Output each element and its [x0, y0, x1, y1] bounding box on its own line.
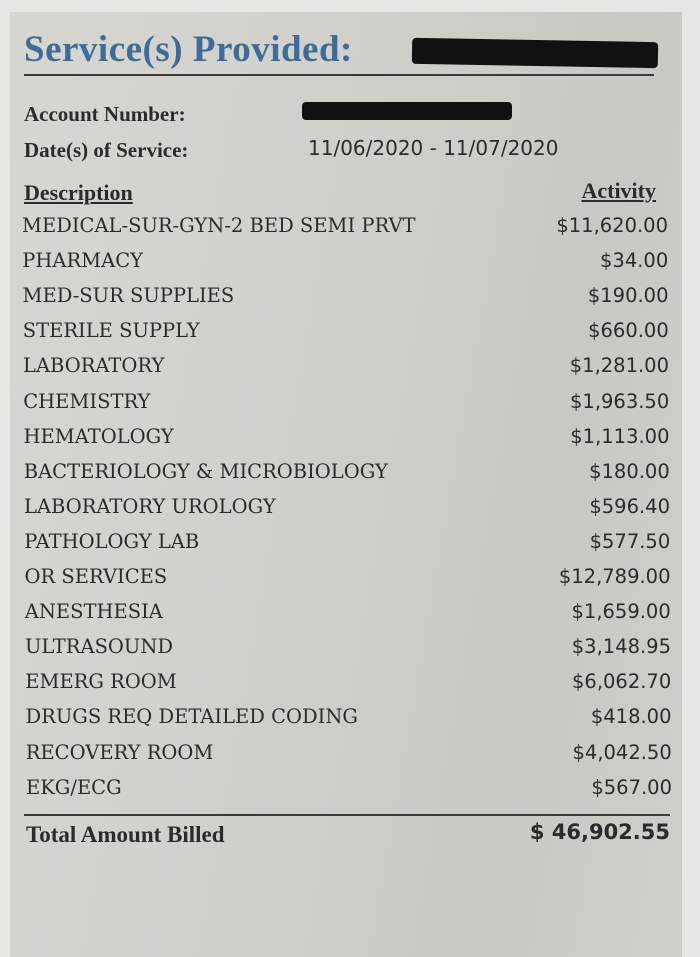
dates-of-service-value: 11/06/2020 - 11/07/2020 — [308, 136, 559, 160]
charge-amount: $418.00 — [590, 705, 672, 729]
total-value: $ 46,902.55 — [529, 820, 670, 844]
charge-description: RECOVERY ROOM — [25, 740, 214, 764]
account-number-label: Account Number: — [24, 102, 186, 126]
charge-amount: $11,620.00 — [556, 214, 668, 237]
total-divider — [24, 814, 670, 816]
charge-description: DRUGS REQ DETAILED CODING — [25, 705, 358, 729]
charge-description: STERILE SUPPLY — [22, 319, 200, 343]
charge-row: HEMATOLOGY $1,113.00 — [24, 425, 670, 455]
charge-row: PATHOLOGY LAB $577.50 — [24, 530, 670, 560]
charge-description: MED-SUR SUPPLIES — [22, 284, 235, 308]
charge-description: HEMATOLOGY — [23, 424, 174, 448]
charge-description: OR SERVICES — [24, 565, 168, 588]
charge-row: EKG/ECG $567.00 — [26, 776, 672, 806]
charge-amount: $34.00 — [600, 249, 669, 273]
charge-amount: $1,281.00 — [569, 354, 669, 378]
charge-description: EMERG ROOM — [25, 670, 177, 694]
bill-paper — [10, 12, 682, 957]
charge-description: ANESTHESIA — [24, 600, 163, 624]
charge-description: PATHOLOGY LAB — [24, 529, 200, 553]
charge-amount: $180.00 — [589, 459, 670, 483]
charge-row: LABORATORY UROLOGY $596.40 — [24, 495, 670, 525]
charge-row: STERILE SUPPLY $660.00 — [23, 319, 669, 349]
charge-description: EKG/ECG — [26, 775, 122, 799]
redacted-patient-name — [411, 37, 659, 69]
charge-amount: $4,042.50 — [572, 740, 672, 764]
charge-row: OR SERVICES $12,789.00 — [25, 565, 671, 595]
redacted-account-number — [302, 102, 512, 120]
charge-row: ANESTHESIA $1,659.00 — [25, 600, 671, 630]
charge-amount: $12,789.00 — [558, 565, 671, 588]
charge-description: MEDICAL-SUR-GYN-2 BED SEMI PRVT — [22, 214, 416, 237]
charge-row: CHEMISTRY $1,963.50 — [23, 390, 669, 420]
charge-amount: $190.00 — [587, 284, 669, 308]
charge-row: PHARMACY $34.00 — [22, 249, 668, 279]
description-column-header: Description — [24, 180, 133, 205]
charge-description: PHARMACY — [22, 249, 143, 273]
charge-amount: $1,963.50 — [570, 389, 670, 413]
charge-amount: $1,659.00 — [571, 600, 671, 624]
charge-description: BACTERIOLOGY & MICROBIOLOGY — [23, 459, 388, 483]
charge-amount: $660.00 — [588, 319, 669, 343]
charge-amount: $596.40 — [589, 494, 670, 518]
charge-description: CHEMISTRY — [23, 389, 151, 413]
charge-description: LABORATORY — [23, 354, 165, 378]
charge-row: BACTERIOLOGY & MICROBIOLOGY $180.00 — [24, 460, 670, 490]
charge-row: DRUGS REQ DETAILED CODING $418.00 — [26, 705, 672, 735]
charge-row: MED-SUR SUPPLIES $190.00 — [23, 284, 669, 314]
title-divider — [24, 74, 654, 76]
charge-row: RECOVERY ROOM $4,042.50 — [26, 741, 672, 771]
dates-of-service-label: Date(s) of Service: — [24, 138, 189, 162]
activity-column-header: Activity — [581, 178, 656, 203]
charge-amount: $567.00 — [591, 775, 672, 799]
charge-row: ULTRASOUND $3,148.95 — [25, 635, 671, 665]
charge-row: MEDICAL-SUR-GYN-2 BED SEMI PRVT $11,620.0… — [22, 214, 668, 244]
charge-amount: $6,062.70 — [572, 670, 672, 694]
charge-amount: $1,113.00 — [570, 424, 670, 448]
page-title: Service(s) Provided: — [24, 29, 353, 70]
charge-amount: $577.50 — [589, 529, 671, 553]
charge-description: ULTRASOUND — [25, 635, 174, 659]
charge-row: EMERG ROOM $6,062.70 — [25, 670, 671, 700]
charge-row: LABORATORY $1,281.00 — [23, 354, 669, 384]
total-label: Total Amount Billed — [26, 822, 225, 847]
charge-description: LABORATORY UROLOGY — [24, 494, 276, 518]
charge-amount: $3,148.95 — [571, 635, 671, 659]
